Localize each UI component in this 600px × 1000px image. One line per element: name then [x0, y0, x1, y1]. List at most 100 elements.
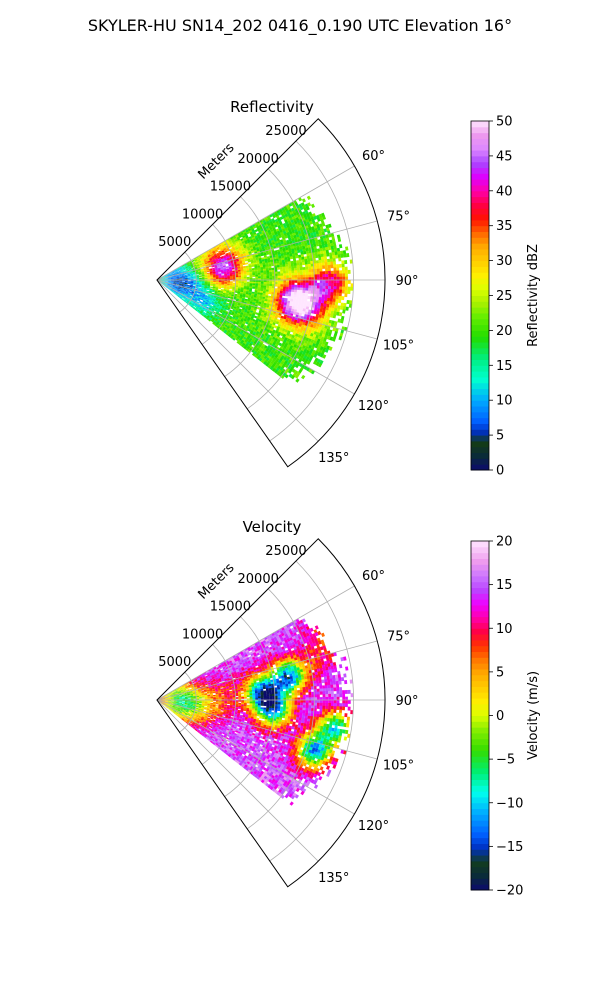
data-cell — [237, 317, 241, 321]
data-cell — [251, 262, 255, 266]
data-cell — [164, 283, 168, 285]
data-cell — [213, 253, 217, 257]
data-cell — [232, 271, 236, 274]
data-cell — [211, 256, 215, 260]
data-cell — [184, 264, 188, 267]
data-cell — [222, 326, 227, 330]
data-cell — [181, 283, 185, 285]
data-cell — [213, 315, 217, 319]
data-cell — [175, 292, 178, 295]
data-cell — [240, 270, 244, 273]
data-cell — [194, 304, 198, 307]
data-cell — [177, 288, 181, 290]
data-cell — [239, 313, 243, 317]
data-cell — [242, 320, 247, 324]
data-cell — [235, 284, 239, 286]
data-cell — [176, 277, 180, 278]
data-cell — [204, 276, 208, 278]
data-cell — [185, 297, 188, 300]
data-cell — [224, 277, 228, 280]
data-cell — [240, 269, 244, 272]
data-cell — [168, 277, 171, 279]
data-cell — [209, 304, 213, 308]
data-cell — [215, 274, 219, 277]
data-cell — [217, 248, 221, 251]
colorbar-segment — [471, 248, 489, 256]
data-cell — [172, 285, 176, 287]
data-cell — [177, 289, 181, 291]
data-cell — [206, 259, 210, 262]
data-cell — [209, 290, 213, 292]
data-cell — [161, 283, 164, 286]
data-cell — [252, 284, 256, 288]
data-cell — [200, 309, 204, 313]
data-cell — [195, 288, 199, 291]
data-cell — [195, 270, 199, 272]
data-cell — [216, 247, 220, 250]
data-cell — [209, 311, 213, 315]
data-cell — [217, 255, 221, 259]
data-cell — [197, 308, 201, 312]
data-cell — [210, 309, 215, 312]
data-cell — [212, 250, 216, 254]
data-cell — [236, 320, 240, 324]
data-cell — [215, 273, 219, 276]
data-cell — [179, 275, 182, 277]
data-cell — [229, 287, 233, 290]
data-cell — [240, 290, 244, 293]
data-cell — [282, 293, 286, 297]
data-cell — [249, 283, 253, 286]
data-cell — [339, 280, 343, 284]
data-cell — [168, 281, 171, 283]
data-cell — [177, 269, 181, 272]
data-cell — [231, 253, 235, 256]
data-cell — [198, 262, 202, 265]
data-cell — [164, 275, 168, 278]
data-cell — [220, 247, 224, 251]
data-cell — [172, 285, 176, 287]
data-cell — [162, 278, 166, 280]
data-cell — [163, 284, 167, 287]
data-cell — [182, 279, 186, 280]
data-cell — [197, 258, 200, 261]
data-cell — [211, 248, 215, 252]
data-cell — [165, 278, 169, 280]
data-cell — [203, 298, 207, 301]
data-cell — [183, 288, 187, 290]
data-cell — [338, 257, 342, 262]
data-cell — [243, 270, 247, 273]
data-cell — [170, 273, 173, 276]
data-cell — [178, 285, 182, 287]
data-cell — [181, 274, 185, 276]
data-cell — [240, 232, 244, 236]
data-cell — [200, 258, 204, 261]
data-cell — [184, 265, 188, 268]
data-cell — [221, 285, 225, 288]
data-cell — [248, 292, 252, 296]
data-cell — [185, 277, 188, 279]
data-cell — [165, 286, 169, 289]
data-cell — [218, 251, 222, 254]
data-cell — [179, 266, 182, 269]
data-cell — [190, 304, 194, 308]
data-cell — [194, 303, 198, 307]
data-cell — [242, 229, 246, 233]
data-cell — [175, 286, 179, 288]
data-cell — [176, 290, 180, 292]
data-cell — [167, 284, 170, 287]
data-cell — [199, 306, 203, 309]
data-cell — [213, 254, 217, 258]
data-cell — [210, 277, 214, 279]
colorbar-segment — [471, 196, 489, 203]
data-cell — [214, 314, 218, 318]
data-cell — [216, 303, 220, 306]
data-cell — [241, 281, 245, 284]
data-cell — [179, 279, 183, 280]
data-cell — [178, 273, 182, 276]
data-cell — [192, 272, 196, 274]
data-cell — [223, 325, 227, 329]
data-cell — [204, 297, 208, 300]
data-cell — [203, 314, 207, 318]
data-cell — [240, 310, 245, 314]
data-cell — [225, 328, 229, 332]
